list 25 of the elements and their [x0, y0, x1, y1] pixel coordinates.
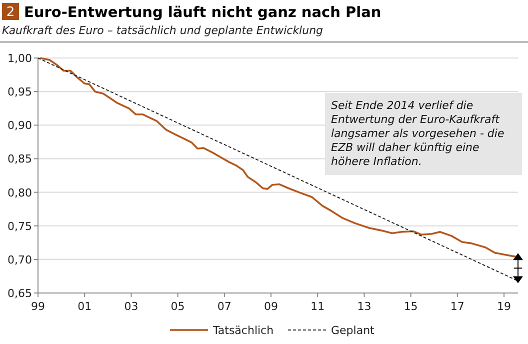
x-tick-label: 01	[78, 300, 92, 313]
x-tick-label: 17	[450, 300, 464, 313]
y-tick-label: 0,95	[8, 86, 32, 99]
chart-subtitle: Kaufkraft des Euro – tatsächlich und geplante Entwicklung	[2, 24, 324, 37]
x-tick-label: 15	[404, 300, 418, 313]
x-tick-label: 99	[31, 300, 45, 313]
y-tick-label: 0,65	[8, 287, 32, 300]
y-tick-label: 0,85	[8, 152, 32, 166]
x-tick-label: 19	[497, 300, 512, 313]
y-tick-label: 0,80	[8, 186, 32, 200]
legend-label: Geplant	[331, 324, 376, 337]
x-tick-label: 03	[124, 300, 138, 313]
y-tick-label: 1,00	[8, 52, 32, 65]
chart-title: Euro-Entwertung läuft nicht ganz nach Plan	[24, 5, 382, 21]
y-tick-label: 0,70	[8, 253, 32, 266]
y-tick-label: 0,75	[8, 220, 32, 233]
x-tick-label: 11	[310, 300, 325, 313]
text: 2	[6, 5, 15, 20]
y-tick-label: 0,90	[8, 119, 32, 132]
x-tick-label: 13	[357, 300, 372, 313]
x-tick-label: 09	[264, 300, 278, 313]
annotation: Seit Ende 2014 verlief die Entwertung der Euro-Kaufkraft langsamer als vorgesehen - die EZB will daher künftig eine höhere Inflation.	[325, 93, 522, 175]
x-tick-label: 07	[217, 300, 232, 313]
legend-label: Tatsächlich	[212, 324, 274, 337]
x-tick-label: 05	[170, 300, 185, 313]
